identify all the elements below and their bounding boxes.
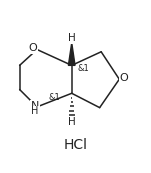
Text: H: H bbox=[68, 117, 76, 127]
Text: O: O bbox=[120, 74, 129, 84]
Text: HCl: HCl bbox=[64, 138, 87, 152]
Text: &1: &1 bbox=[78, 64, 90, 73]
Polygon shape bbox=[68, 43, 75, 65]
Text: H: H bbox=[31, 106, 38, 116]
Text: N: N bbox=[31, 101, 39, 111]
Text: &1: &1 bbox=[48, 93, 60, 102]
Text: O: O bbox=[29, 43, 38, 53]
Text: H: H bbox=[68, 33, 76, 43]
